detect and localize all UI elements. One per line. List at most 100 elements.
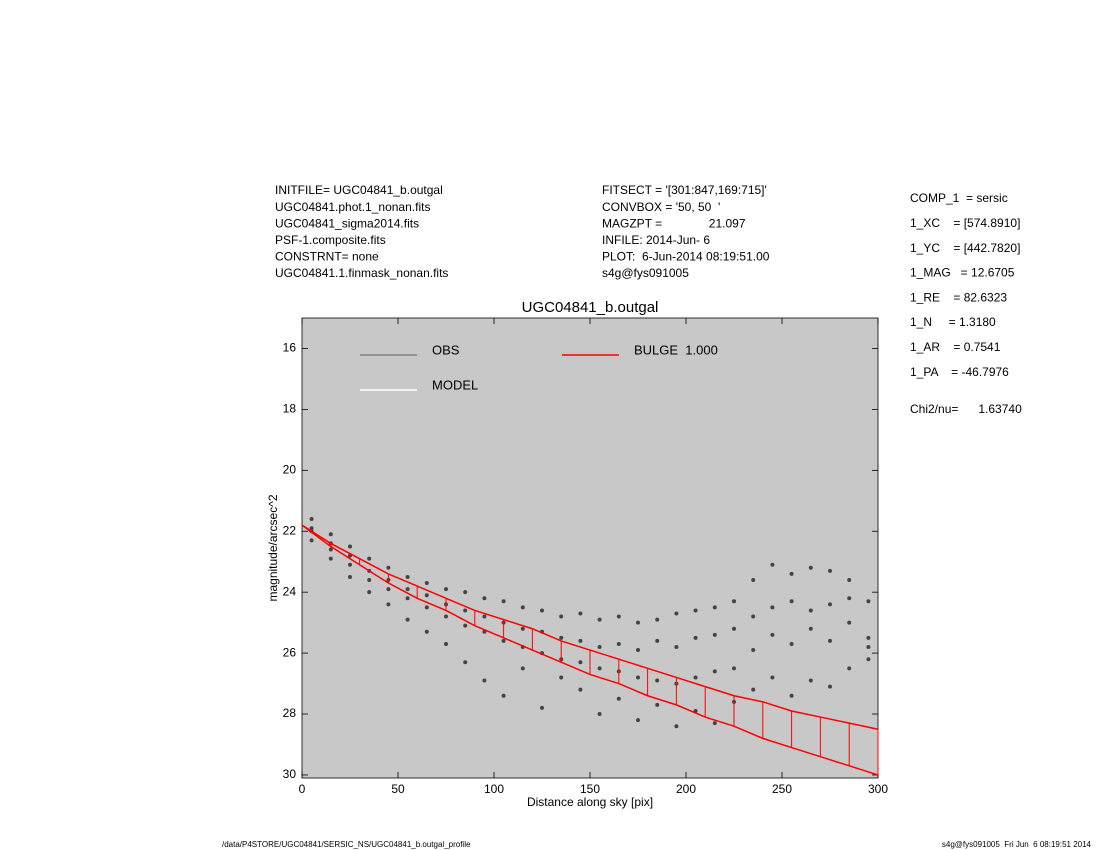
- obs-point: [520, 626, 525, 631]
- fit-line: INFILE: 2014-Jun- 6: [602, 233, 710, 247]
- obs-point: [444, 587, 448, 592]
- fit-line: FITSECT = '[301:847,169:715]': [602, 183, 767, 197]
- obs-point: [309, 517, 314, 522]
- x-tick-label: 100: [484, 782, 504, 796]
- obs-point: [597, 617, 602, 622]
- obs-point: [808, 678, 813, 683]
- obs-point: [424, 629, 429, 634]
- param-line: 1_XC = [574.8910]: [910, 216, 1020, 230]
- obs-point: [732, 666, 736, 671]
- obs-point: [808, 565, 813, 570]
- obs-point: [424, 593, 429, 598]
- fit-line: MAGZPT = 21.097: [602, 216, 746, 230]
- obs-point: [559, 614, 564, 619]
- obs-point: [328, 547, 333, 552]
- obs-point: [693, 675, 698, 680]
- obs-point: [674, 611, 679, 616]
- param-line: 1_AR = 0.7541: [910, 340, 1001, 354]
- y-axis-label: magnitude/arcsec^2: [266, 494, 280, 601]
- obs-point: [866, 599, 871, 604]
- init-line: CONSTRNT= none: [275, 250, 379, 264]
- obs-point: [559, 635, 564, 640]
- y-tick-label: 26: [283, 645, 297, 659]
- plot-area: [301, 317, 879, 779]
- plot-marks: [301, 517, 879, 776]
- obs-point: [770, 605, 775, 610]
- obs-point: [636, 648, 640, 653]
- obs-point: [309, 538, 314, 543]
- obs-point: [751, 577, 756, 582]
- y-tick-label: 20: [283, 462, 297, 476]
- obs-point: [808, 626, 813, 631]
- obs-point: [348, 562, 352, 567]
- obs-point: [712, 632, 717, 637]
- obs-point: [597, 645, 602, 650]
- y-tick-label: 22: [283, 523, 297, 537]
- x-tick-label: 250: [772, 782, 792, 796]
- y-tick-label: 16: [283, 341, 297, 355]
- obs-point: [597, 666, 602, 671]
- obs-point: [463, 623, 468, 628]
- fit-line: s4g@fys091005: [602, 266, 689, 280]
- x-tick-label: 150: [580, 782, 600, 796]
- obs-point: [712, 669, 717, 674]
- obs-point: [616, 696, 621, 701]
- x-tick-label: 50: [391, 782, 405, 796]
- obs-point: [828, 568, 832, 573]
- obs-point: [463, 608, 468, 613]
- obs-point: [828, 684, 832, 689]
- obs-point: [424, 605, 429, 610]
- footer-path: /data/P4STORE/UGC04841/SERSIC_NS/UGC0484…: [222, 840, 471, 849]
- obs-point: [501, 693, 506, 698]
- obs-point: [444, 641, 448, 646]
- obs-point: [866, 657, 871, 662]
- init-line: UGC04841_sigma2014.fits: [275, 216, 419, 230]
- x-tick-label: 300: [868, 782, 888, 796]
- obs-point: [789, 641, 794, 646]
- obs-point: [444, 614, 448, 619]
- obs-point: [386, 587, 391, 592]
- obs-point: [309, 526, 314, 531]
- obs-point: [693, 635, 698, 640]
- obs-point: [866, 645, 871, 650]
- obs-point: [405, 574, 410, 579]
- obs-point: [501, 638, 506, 643]
- chart-title: UGC04841_b.outgal: [522, 299, 659, 316]
- obs-point: [866, 635, 871, 640]
- legend-label: MODEL: [432, 377, 478, 392]
- x-tick-label: 200: [676, 782, 696, 796]
- bulge-edge: [301, 524, 879, 730]
- obs-point: [405, 596, 410, 601]
- obs-point: [847, 666, 852, 671]
- obs-point: [674, 724, 679, 729]
- obs-point: [482, 678, 487, 683]
- obs-point: [328, 532, 333, 537]
- obs-point: [655, 617, 660, 622]
- init-line: INITFILE= UGC04841_b.outgal: [275, 183, 443, 197]
- x-tick-label: 0: [299, 782, 306, 796]
- obs-point: [789, 599, 794, 604]
- obs-point: [770, 632, 775, 637]
- param-line: COMP_1 = sersic: [910, 191, 1008, 205]
- obs-point: [463, 590, 468, 595]
- obs-point: [751, 614, 756, 619]
- y-tick-label: 28: [283, 706, 297, 720]
- footer-user: s4g@fys091005 Fri Jun 6 08:19:51 2014: [942, 840, 1092, 849]
- obs-point: [482, 596, 487, 601]
- obs-point: [559, 675, 564, 680]
- obs-point: [348, 574, 352, 579]
- obs-point: [328, 556, 333, 561]
- fit-line: CONVBOX = '50, 50 ': [602, 200, 720, 214]
- x-axis-label: Distance along sky [pix]: [527, 795, 653, 809]
- obs-point: [712, 721, 717, 726]
- obs-point: [789, 571, 794, 576]
- obs-point: [578, 638, 583, 643]
- obs-point: [616, 614, 621, 619]
- param-line: 1_N = 1.3180: [910, 315, 996, 329]
- obs-point: [578, 687, 583, 692]
- init-line: UGC04841.phot.1_nonan.fits: [275, 200, 430, 214]
- obs-point: [847, 577, 852, 582]
- obs-point: [540, 608, 544, 613]
